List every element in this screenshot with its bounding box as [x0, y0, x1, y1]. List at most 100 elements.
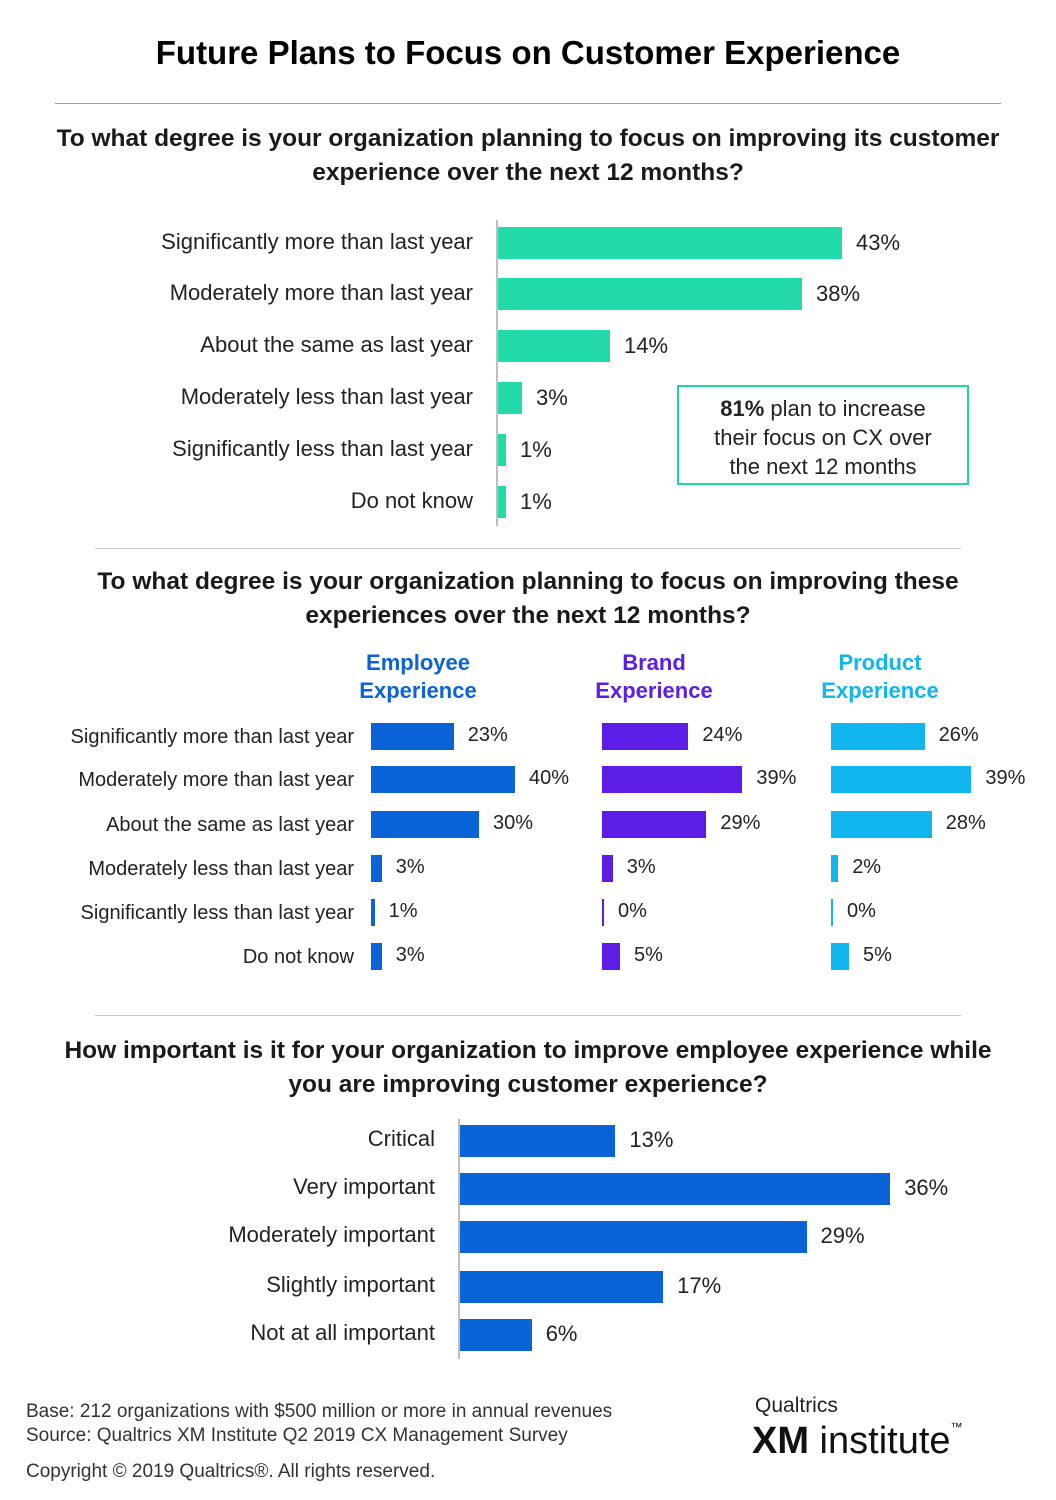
chart3-value-label: 36%: [904, 1175, 949, 1200]
chart1-value-label: 43%: [856, 230, 901, 255]
chart2-bar: [371, 899, 375, 926]
chart2-value-label: 3%: [395, 944, 425, 966]
chart2-value-label: 26%: [938, 724, 979, 746]
chart1-value-label: 38%: [816, 281, 861, 306]
chart3-axis: [458, 1119, 460, 1359]
chart2-value-label: 40%: [529, 767, 570, 789]
chart2-category-label: Moderately less than last year: [88, 858, 354, 880]
chart1-category-label: Moderately less than last year: [180, 384, 473, 409]
chart3-category-label: Not at all important: [250, 1320, 435, 1345]
page-title: Future Plans to Focus on Customer Experi…: [155, 34, 901, 71]
chart2-value-label: 5%: [863, 944, 892, 966]
chart3-category-label: Critical: [367, 1126, 435, 1151]
logo-tm: ™: [950, 1420, 963, 1434]
chart2-value-label: 2%: [852, 856, 882, 878]
chart1-value-label: 1%: [520, 437, 552, 462]
logo-qualtrics: Qualtrics: [755, 1394, 838, 1417]
chart2-series-header: Product Experience: [780, 649, 980, 705]
chart2-bar: [371, 766, 515, 793]
chart2-value-label: 24%: [702, 724, 743, 746]
chart2-series-header-line: Experience: [595, 678, 713, 703]
chart2-bar: [371, 723, 454, 750]
logo-xm: XM: [752, 1420, 809, 1462]
chart2-value-label: 0%: [847, 900, 876, 922]
chart1-bar: [498, 227, 842, 259]
chart2-question: To what degree is your organization plan…: [97, 568, 959, 629]
chart2-bar: [831, 943, 849, 970]
chart2-value-label: 0%: [618, 900, 647, 922]
chart1-question: To what degree is your organization plan…: [56, 125, 1000, 186]
logo-xm-institute: XM institute™: [752, 1420, 963, 1463]
chart2-bar: [602, 855, 613, 882]
chart3-category-label: Moderately important: [228, 1222, 435, 1247]
chart2-value-label: 29%: [720, 812, 761, 834]
chart2-series-header-line: Employee: [366, 650, 470, 675]
chart1-value-label: 3%: [536, 385, 568, 410]
callout-bold: 81%: [720, 396, 765, 421]
chart2-category-label: Significantly more than last year: [70, 726, 354, 748]
chart2-bar: [831, 811, 932, 838]
chart1-value-label: 1%: [520, 489, 552, 514]
chart2-value-label: 3%: [626, 856, 656, 878]
chart2-value-label: 39%: [756, 767, 797, 789]
chart2-bar: [831, 855, 839, 882]
chart1-bar: [498, 486, 506, 518]
chart2-bar: [602, 943, 620, 970]
chart2-value-label: 1%: [388, 900, 418, 922]
chart2-bar: [602, 899, 604, 926]
chart2-series-header: Employee Experience: [318, 649, 518, 705]
chart2-category-label: Do not know: [242, 946, 354, 968]
title-divider: [55, 103, 1001, 104]
chart3-bar: [460, 1173, 891, 1205]
chart2-value-label: 23%: [467, 724, 508, 746]
section-divider-2: [95, 1015, 961, 1016]
chart2-series-header: Brand Experience: [554, 649, 754, 705]
chart2-bar: [602, 811, 707, 838]
chart2-value-label: 30%: [493, 812, 534, 834]
chart1-bar: [498, 278, 802, 310]
chart1-axis: [496, 220, 498, 526]
chart3-bar: [460, 1319, 532, 1351]
callout-line2: their focus on CX over: [714, 425, 932, 450]
chart2-bar: [602, 723, 689, 750]
chart3-question: How important is it for your organizatio…: [64, 1037, 992, 1098]
chart1-category-label: Significantly less than last year: [172, 436, 473, 461]
footer-copyright: Copyright © 2019 Qualtrics®. All rights …: [26, 1461, 436, 1482]
chart1-category-label: Significantly more than last year: [161, 229, 473, 254]
logo-institute: institute: [809, 1420, 951, 1462]
chart1-bar: [498, 434, 506, 466]
footer-base: Base: 212 organizations with $500 millio…: [26, 1401, 613, 1422]
chart2-series-header-line: Experience: [821, 678, 939, 703]
chart3-value-label: 6%: [545, 1321, 578, 1346]
chart3-value-label: 29%: [820, 1223, 865, 1248]
chart2-value-label: 3%: [395, 856, 425, 878]
chart2-series-header-line: Experience: [359, 678, 477, 703]
footer-source: Source: Qualtrics XM Institute Q2 2019 C…: [26, 1425, 568, 1446]
chart3-category-label: Slightly important: [266, 1272, 435, 1297]
chart1-category-label: Moderately more than last year: [169, 280, 473, 305]
chart3-bar: [460, 1125, 616, 1157]
chart2-bar: [831, 899, 833, 926]
chart2-category-label: Moderately more than last year: [78, 769, 354, 791]
callout-line3: the next 12 months: [729, 454, 917, 479]
chart2-bar: [831, 723, 925, 750]
chart3-value-label: 13%: [629, 1127, 674, 1152]
chart1-bar: [498, 382, 522, 414]
chart1-category-label: Do not know: [350, 488, 473, 513]
chart2-bar: [831, 766, 972, 793]
callout-box: 81% plan to increase their focus on CX o…: [677, 385, 969, 485]
chart2-category-label: About the same as last year: [106, 814, 354, 836]
chart3-value-label: 17%: [677, 1273, 722, 1298]
chart2-bar: [371, 855, 382, 882]
chart2-value-label: 28%: [945, 812, 986, 834]
chart2-category-label: Significantly less than last year: [80, 902, 354, 924]
callout-line1: plan to increase: [764, 396, 926, 421]
chart2-bar: [602, 766, 743, 793]
section-divider-1: [95, 548, 961, 549]
chart2-series-header-line: Brand: [622, 650, 686, 675]
chart1-category-label: About the same as last year: [200, 332, 473, 357]
chart1-bar: [498, 330, 610, 362]
chart2-value-label: 39%: [985, 767, 1026, 789]
chart3-bar: [460, 1221, 807, 1253]
chart3-category-label: Very important: [293, 1174, 435, 1199]
